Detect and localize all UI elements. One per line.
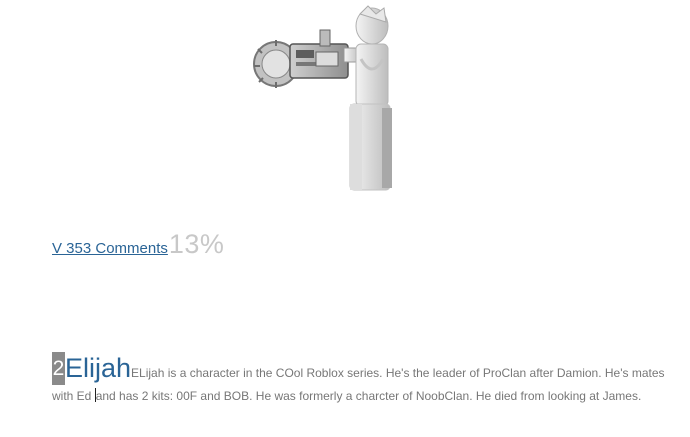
entry-description-part2: and has 2 kits: 00F and BOB. He was form… <box>95 389 642 403</box>
entry-meta-row: V 353 Comments 13% <box>52 229 224 263</box>
roblox-character-with-chainsaw-image <box>253 5 392 191</box>
rating-percent: 13% <box>168 229 225 259</box>
text-cursor <box>94 388 96 402</box>
rank-badge: 2 <box>52 352 65 385</box>
list-entry: 2ElijahELijah is a character in the COol… <box>52 352 682 408</box>
comments-link[interactable]: V 353 Comments <box>52 240 168 257</box>
entry-description-part1: ELijah is a character in the COol Roblox… <box>52 366 665 403</box>
entry-name-link[interactable]: Elijah <box>65 353 132 383</box>
character-image <box>248 4 408 194</box>
